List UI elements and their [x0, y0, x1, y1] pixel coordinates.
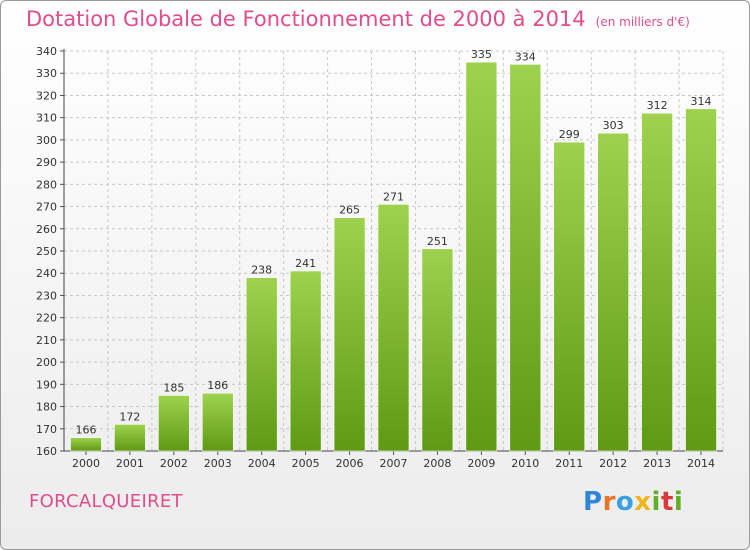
x-tick-label: 2009: [467, 457, 495, 470]
x-tick-label: 2001: [116, 457, 144, 470]
x-tick-label: 2002: [160, 457, 188, 470]
data-label: 312: [647, 99, 668, 112]
y-tick-label: 250: [36, 245, 57, 258]
y-tick-label: 180: [36, 401, 57, 414]
bars: [70, 61, 717, 452]
chart-title-text: Dotation Globale de Fonctionnement de 20…: [26, 7, 586, 31]
x-tick-labels: 2000 2001 2002 2003 2004 2005 2006 2007 2008 2009…: [72, 457, 715, 470]
y-tick-label: 190: [36, 378, 57, 391]
y-tick-label: 300: [36, 134, 57, 147]
bar: [597, 132, 629, 452]
bar: [509, 64, 542, 452]
bar: [685, 108, 717, 452]
bar: [70, 437, 102, 452]
data-label: 166: [75, 424, 96, 437]
logo-letter: r: [602, 487, 616, 517]
y-tick-label: 260: [36, 223, 57, 236]
bar: [641, 112, 673, 452]
y-tick-label: 170: [36, 423, 57, 436]
data-label: 271: [383, 190, 404, 203]
logo-letter: o: [615, 487, 635, 517]
bar: [377, 204, 410, 452]
y-tick-label: 270: [36, 201, 57, 214]
logo-letter: t: [660, 487, 674, 517]
y-tick-label: 240: [36, 267, 57, 280]
data-label: 172: [119, 410, 140, 423]
x-tick-label: 2011: [555, 457, 583, 470]
x-tick-label: 2003: [204, 457, 232, 470]
bar: [289, 270, 322, 452]
y-tick-label: 200: [36, 356, 57, 369]
y-tick-label: 310: [36, 112, 57, 125]
chart-unit-text: (en milliers d'€): [595, 15, 690, 29]
data-label: 251: [427, 235, 448, 248]
logo-letter: P: [583, 487, 603, 517]
y-tick-label: 320: [36, 89, 57, 102]
x-tick-label: 2012: [599, 457, 627, 470]
bar: [158, 395, 190, 452]
x-tick-label: 2014: [687, 457, 715, 470]
data-label: 186: [207, 379, 228, 392]
chart-title: Dotation Globale de Fonctionnement de 20…: [26, 7, 690, 31]
data-label: 303: [603, 119, 624, 132]
x-tick-label: 2006: [336, 457, 364, 470]
data-label: 238: [251, 264, 272, 277]
x-tick-label: 2005: [292, 457, 320, 470]
bar: [421, 248, 454, 452]
y-tick-label: 230: [36, 289, 57, 302]
x-tick-label: 2007: [380, 457, 408, 470]
y-tick-label: 160: [36, 445, 57, 458]
proxiti-logo: Proxiti: [583, 487, 683, 517]
bar: [245, 277, 278, 452]
y-tick-label: 340: [36, 45, 57, 58]
x-tick-label: 2008: [423, 457, 451, 470]
bar: [114, 424, 146, 452]
y-tick-label: 280: [36, 178, 57, 191]
data-label: 334: [515, 50, 536, 63]
data-label: 314: [691, 95, 712, 108]
y-tick-labels: 160 170 180 190 200 210 220 230 240 250 260 270 280 2…: [36, 45, 57, 458]
data-label: 299: [559, 128, 580, 141]
bar: [465, 61, 498, 452]
bar: [553, 141, 586, 452]
bar: [333, 217, 366, 452]
logo-letter: i: [673, 487, 684, 517]
x-tick-label: 2000: [72, 457, 100, 470]
data-label: 241: [295, 257, 316, 270]
bar: [201, 392, 234, 452]
logo-letter: x: [634, 487, 652, 517]
commune-name: FORCALQUEIRET: [29, 491, 183, 512]
y-tick-label: 290: [36, 156, 57, 169]
data-labels: 166 172 185 186 238 241 265 271 251 335 334 299 303 3…: [75, 48, 711, 437]
y-tick-label: 330: [36, 67, 57, 80]
x-tick-label: 2004: [248, 457, 276, 470]
data-label: 185: [163, 381, 184, 394]
logo-letter: i: [651, 487, 661, 517]
data-label: 265: [339, 204, 360, 217]
data-label: 335: [471, 48, 492, 61]
y-tick-label: 220: [36, 312, 57, 325]
x-tick-label: 2010: [511, 457, 539, 470]
y-tick-label: 210: [36, 334, 57, 347]
x-tick-label: 2013: [643, 457, 671, 470]
